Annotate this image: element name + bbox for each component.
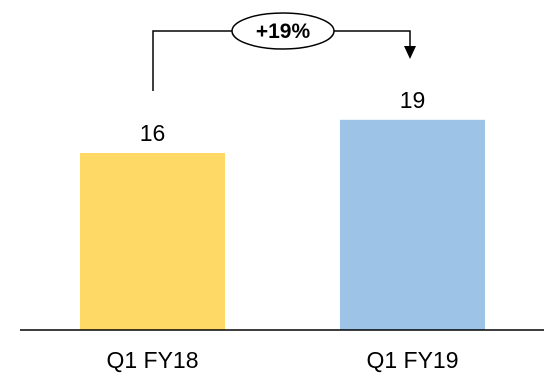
arrow-down-icon [404,46,416,59]
growth-badge [231,12,335,50]
bar-q1-fy18 [80,153,225,330]
bars-group [80,119,485,330]
data-label: 19 [400,87,426,113]
data-label: 16 [140,120,166,146]
labels-group: 16 Q1 FY18 19 Q1 FY19 [106,87,458,373]
category-label: Q1 FY18 [106,347,198,373]
category-label: Q1 FY19 [366,347,458,373]
bar-q1-fy19 [340,119,485,330]
growth-annotation: +19% [152,12,416,91]
growth-label: +19% [256,20,311,43]
